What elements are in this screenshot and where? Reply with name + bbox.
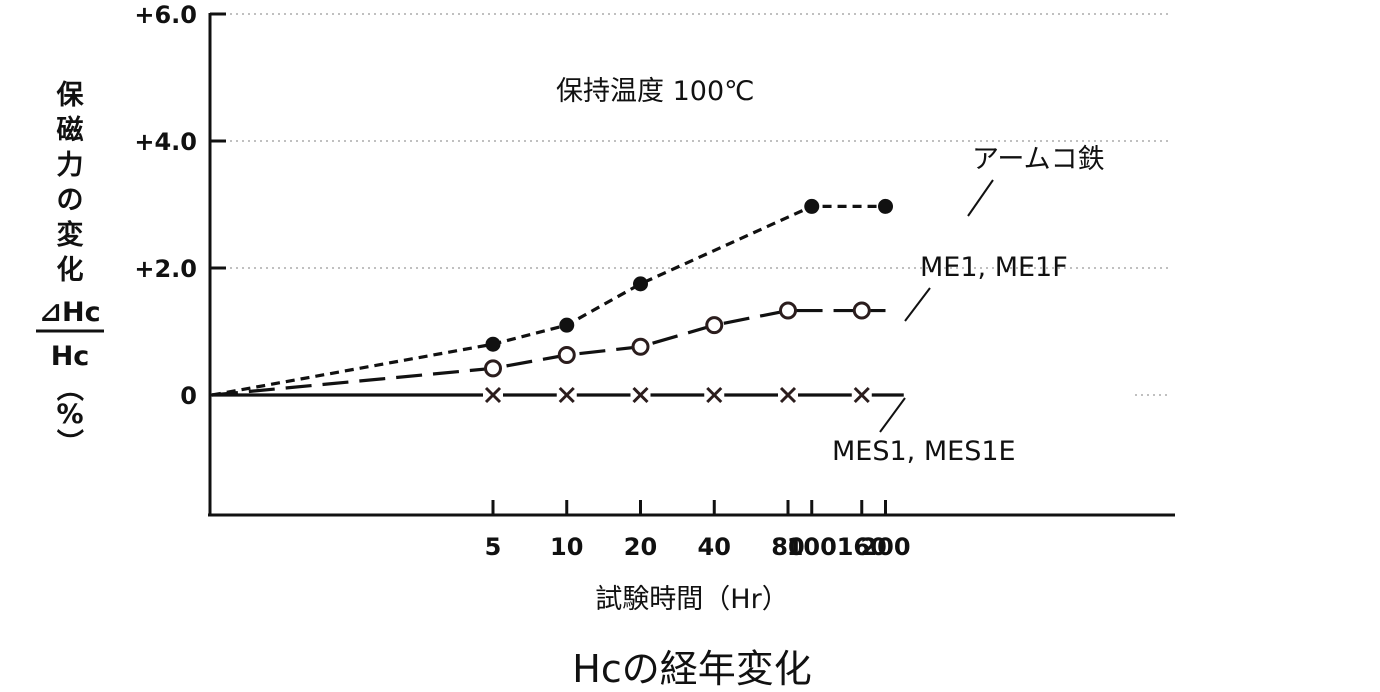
x-tick-label: 80 — [771, 533, 804, 561]
y-tick-label: 0 — [180, 382, 197, 410]
series-label-mes1: MES1, MES1E — [832, 436, 1016, 467]
ylabel-denominator: Hc — [51, 341, 90, 372]
y-tick-label: +6.0 — [134, 1, 197, 29]
x-tick-label: 200 — [860, 533, 910, 561]
ylabel-char: 力 — [57, 150, 84, 181]
chart-title: Hcの経年変化 — [572, 647, 811, 691]
ylabel-unit-char: % — [56, 399, 83, 430]
leader-me1 — [904, 287, 931, 322]
data-point-cross — [630, 386, 651, 404]
series-label-armco: アームコ鉄 — [972, 144, 1105, 175]
data-point-cross — [704, 386, 725, 404]
y-tick-label: +4.0 — [134, 128, 197, 156]
series-label-me1: ME1, ME1F — [920, 252, 1068, 283]
x-tick-label: 10 — [550, 533, 583, 561]
data-point-cross — [778, 386, 799, 404]
ylabel-char: 磁 — [57, 115, 84, 146]
data-point-open — [852, 301, 871, 320]
data-point-filled — [633, 276, 649, 292]
data-point-open — [631, 337, 650, 356]
ylabel-unit-char: （ — [53, 375, 84, 402]
series — [211, 198, 904, 404]
temperature-annotation: 保持温度 100℃ — [556, 76, 754, 107]
y-tick-label: +2.0 — [134, 255, 197, 283]
y-axis-label: 保 磁 力 の 変 化 ⊿Hc Hc （ % ） — [36, 80, 104, 456]
x-tick-label: 160 — [837, 533, 887, 561]
axes — [208, 13, 1175, 517]
x-tick-label: 5 — [485, 533, 502, 561]
series-line-1 — [211, 204, 886, 397]
data-point-filled — [878, 198, 894, 214]
x-axis-label: 試験時間（Hr） — [595, 584, 788, 615]
x-tick-label: 40 — [698, 533, 731, 561]
data-point-filled — [485, 336, 501, 352]
data-point-cross — [483, 386, 503, 404]
ylabel-char: 保 — [56, 80, 85, 111]
data-point-open — [484, 359, 502, 378]
series-line-2 — [211, 308, 886, 397]
data-point-cross — [851, 386, 872, 404]
data-point-open — [705, 316, 724, 335]
label-leaders — [879, 179, 994, 433]
leader-armco — [967, 179, 994, 217]
data-point-open — [779, 301, 798, 320]
ylabel-unit-char: ） — [53, 429, 84, 456]
x-tick-label: 100 — [787, 533, 837, 561]
data-point-cross — [556, 386, 577, 404]
gridlines — [212, 13, 1170, 396]
ylabel-numerator: ⊿Hc — [39, 297, 100, 328]
data-point-open — [557, 345, 576, 364]
data-point-filled — [559, 317, 575, 333]
data-point-filled — [804, 198, 820, 214]
ylabel-char: の — [57, 185, 84, 216]
ylabel-char: 化 — [57, 255, 84, 286]
ylabel-char: 変 — [57, 219, 84, 251]
leader-mes1 — [879, 397, 906, 433]
x-tick-label: 20 — [624, 533, 657, 561]
